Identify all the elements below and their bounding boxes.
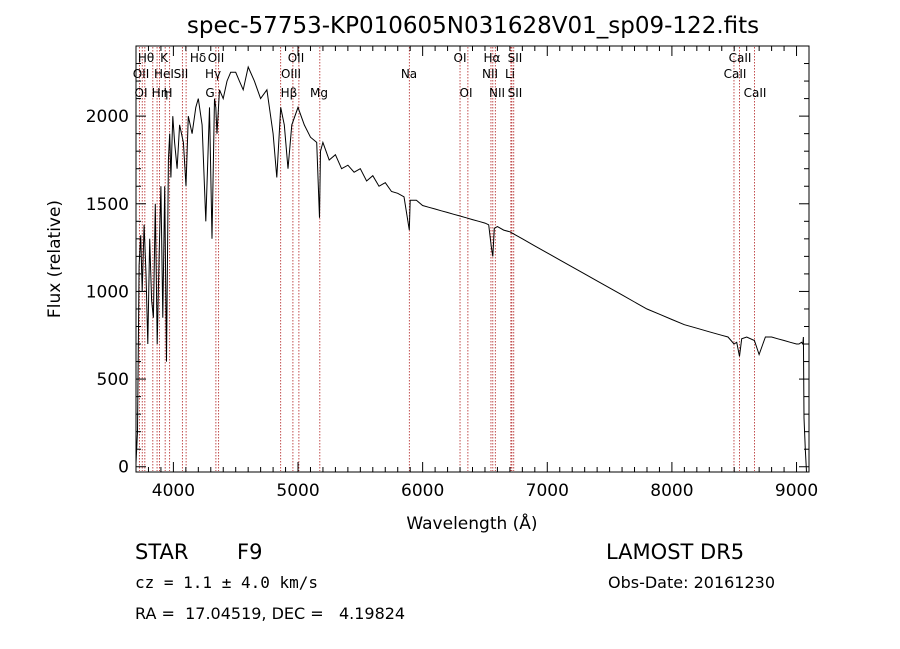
observation-date: Obs-Date: 20161230	[608, 573, 776, 592]
y-tick-label: 500	[97, 370, 129, 390]
x-tick-label: 5000	[276, 481, 319, 501]
spectrum-series-line	[135, 65, 807, 473]
line-label-r1-3: OII	[208, 51, 225, 65]
x-tick-label: 8000	[650, 481, 693, 501]
line-label-r3-4: Hβ	[281, 86, 298, 100]
line-label-r2-8: CaII	[724, 67, 747, 81]
line-label-r3-7: NII	[489, 86, 505, 100]
line-label-r1-4: OII	[288, 51, 305, 65]
line-label-r3-9: CaII	[744, 86, 767, 100]
line-label-r1-7: SII	[508, 51, 523, 65]
line-label-r3-1: Hη	[152, 86, 169, 100]
line-label-r2-6: NII	[482, 67, 498, 81]
spectrum-chart: spec-57753-KP010605N031628V01_sp09-122.f…	[45, 13, 818, 534]
line-label-r3-0: OI	[135, 86, 148, 100]
line-label-r1-5: OI	[454, 51, 467, 65]
plot-frame	[135, 45, 810, 473]
y-tick-label: 1000	[86, 282, 129, 302]
y-tick-label: 0	[118, 458, 129, 478]
object-subclass: F9	[237, 540, 263, 564]
x-axis: 4000 5000 6000 7000 8000 9000	[135, 46, 818, 501]
line-label-r3-6: OI	[460, 86, 473, 100]
line-label-r1-1: K	[160, 51, 169, 65]
object-class: STAR	[135, 540, 189, 564]
redshift-cz: cz = 1.1 ± 4.0 km/s	[135, 573, 319, 592]
line-label-r2-2: SII	[174, 67, 189, 81]
line-label-r1-0: Hθ	[138, 51, 154, 65]
line-label-r1-8: CaII	[729, 51, 752, 65]
y-axis: 0 500 1000 1500 2000	[86, 45, 809, 478]
line-label-r3-3: G	[205, 86, 214, 100]
emission-line-markers	[138, 47, 755, 471]
line-label-r1-2: Hδ	[190, 51, 206, 65]
line-label-r3-5: Mg	[310, 86, 328, 100]
x-tick-label: 9000	[775, 481, 818, 501]
y-tick-label: 2000	[86, 107, 129, 127]
line-label-r3-8: SII	[508, 86, 523, 100]
line-label-r2-7: Li	[505, 67, 515, 81]
x-tick-label: 6000	[401, 481, 444, 501]
coordinates: RA = 17.04519, DEC = 4.19824	[135, 604, 406, 623]
x-tick-label: 7000	[526, 481, 569, 501]
y-axis-label: Flux (relative)	[45, 200, 65, 318]
y-tick-label: 1500	[86, 195, 129, 215]
line-label-r2-0: OII	[133, 67, 150, 81]
line-label-r2-5: Na	[401, 67, 417, 81]
survey-name: LAMOST DR5	[606, 540, 745, 564]
line-label-r1-6: Hα	[484, 51, 501, 65]
line-label-r2-4: OIII	[281, 67, 301, 81]
line-label-r3-2: H	[163, 86, 172, 100]
chart-title: spec-57753-KP010605N031628V01_sp09-122.f…	[187, 13, 759, 39]
x-tick-label: 4000	[152, 481, 195, 501]
line-label-r2-3: Hγ	[205, 67, 221, 81]
x-axis-label: Wavelength (Å)	[406, 512, 537, 534]
line-label-r2-1: HeI	[154, 67, 174, 81]
